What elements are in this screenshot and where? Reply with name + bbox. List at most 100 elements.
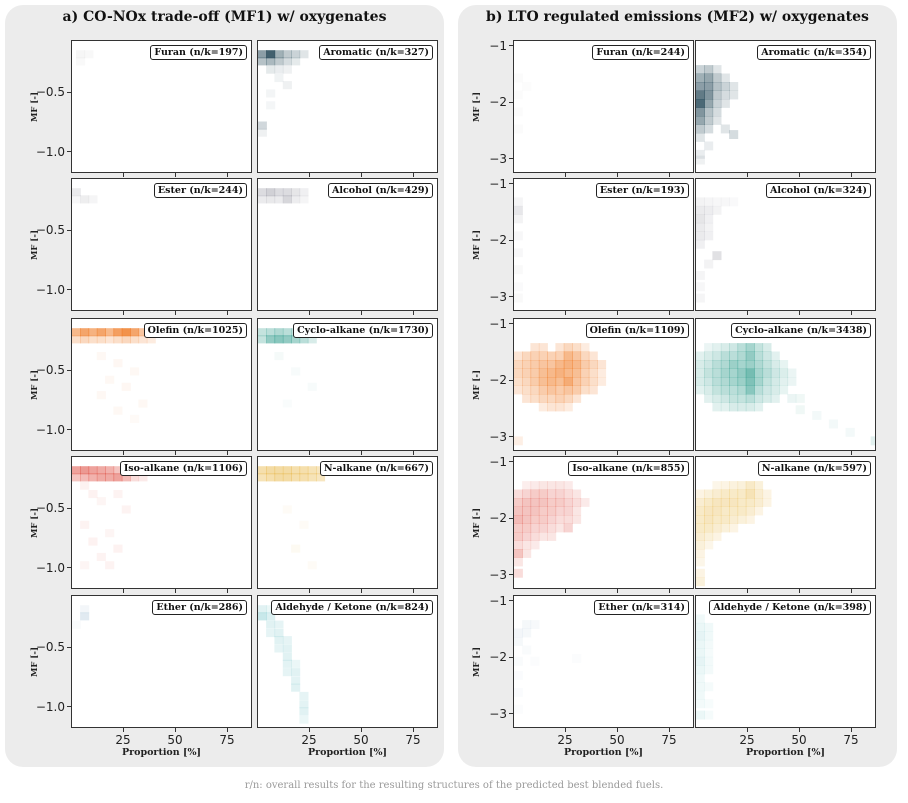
x-tick-mark	[616, 451, 618, 455]
heat-cell	[96, 497, 106, 506]
facet-label-badge: Ether (n/k=286)	[152, 600, 247, 615]
heat-cell	[712, 360, 722, 369]
heat-cell	[555, 498, 565, 507]
heat-cell	[307, 335, 317, 344]
heat-cell	[522, 523, 532, 533]
heat-cell	[547, 506, 557, 516]
y-axis-label: MF [-]	[30, 369, 40, 400]
heat-cell	[704, 99, 714, 108]
heat-cell	[712, 251, 722, 261]
heat-cell	[514, 214, 523, 224]
heat-cell	[720, 368, 730, 378]
heat-cell	[555, 351, 565, 361]
heat-cell	[696, 631, 705, 641]
heat-cell	[704, 498, 714, 507]
heat-cell	[84, 50, 94, 59]
heat-cell	[522, 515, 532, 524]
heat-cell	[514, 385, 523, 395]
heat-cell	[291, 683, 301, 692]
heat-cell	[787, 377, 797, 386]
heat-cell	[720, 385, 730, 395]
heat-cell	[555, 506, 565, 516]
x-tick-mark	[798, 311, 800, 315]
heatmap-cells	[72, 328, 165, 423]
heat-cell	[130, 335, 140, 344]
x-tick-mark	[226, 451, 228, 455]
heat-cell	[274, 74, 284, 83]
heat-cell	[729, 130, 739, 139]
facet-alcohol: Alcohol (n/k=324)	[695, 178, 876, 311]
heat-cell	[299, 188, 309, 197]
heat-cell	[729, 368, 739, 378]
x-tick-mark	[412, 728, 414, 732]
heat-cell	[105, 561, 115, 570]
y-tick-label: −1	[489, 38, 507, 53]
facet-label-badge: Aromatic (n/k=354)	[757, 45, 871, 60]
y-tick-mark	[67, 706, 71, 708]
x-tick-mark	[798, 728, 800, 732]
heat-cell	[704, 532, 714, 541]
heat-cell	[530, 481, 540, 490]
heat-cell	[547, 351, 557, 361]
heat-cell	[72, 328, 81, 337]
heat-cell	[696, 239, 705, 249]
heat-cell	[712, 523, 722, 533]
heat-cell	[720, 73, 730, 83]
heat-cell	[88, 537, 98, 546]
heat-cell	[282, 644, 292, 653]
heat-cell	[258, 121, 267, 130]
facet-label-badge: Aldehyde / Ketone (n/k=824)	[271, 600, 433, 615]
heat-cell	[514, 197, 523, 207]
heat-cell	[580, 368, 590, 378]
heat-cell	[704, 259, 714, 269]
heat-cell	[299, 715, 309, 724]
facet-alcohol: Alcohol (n/k=429)	[257, 178, 438, 311]
heat-cell	[704, 107, 714, 117]
heat-cell	[538, 523, 548, 533]
x-tick-mark	[746, 173, 748, 177]
x-tick-mark	[850, 311, 852, 315]
heat-cell	[72, 335, 81, 344]
heat-cell	[580, 360, 590, 369]
heat-cell	[88, 195, 98, 204]
heat-cell	[96, 352, 106, 361]
heat-cell	[266, 101, 276, 110]
heat-cell	[563, 515, 573, 524]
x-tick-mark	[360, 589, 362, 593]
facet-n-alkane: N-alkane (n/k=597)	[695, 456, 876, 589]
heat-cell	[580, 377, 590, 386]
heat-cell	[530, 385, 540, 395]
x-tick-mark	[308, 728, 310, 732]
x-tick-mark	[746, 728, 748, 732]
heat-cell	[737, 506, 747, 516]
x-tick-label: 75	[661, 733, 677, 747]
heat-cell	[729, 506, 739, 516]
facet-label-badge: Furan (n/k=244)	[592, 45, 689, 60]
x-tick-label: 25	[115, 733, 131, 747]
facet-label-badge: Iso-alkane (n/k=855)	[568, 461, 689, 476]
heat-cell	[696, 205, 705, 215]
heat-cell	[547, 402, 557, 412]
x-tick-label: 25	[301, 733, 317, 747]
heat-cell	[514, 377, 523, 386]
heat-cell	[514, 107, 523, 117]
heat-cell	[514, 688, 523, 697]
heat-cell	[105, 473, 115, 482]
heat-cell	[522, 368, 532, 378]
heat-cell	[754, 402, 764, 412]
heat-cell	[80, 481, 90, 490]
heat-cell	[113, 544, 123, 553]
heat-cell	[514, 265, 523, 275]
heat-cell	[274, 644, 284, 653]
heat-cell	[696, 639, 705, 649]
x-tick-mark	[308, 589, 310, 593]
heat-cell	[696, 155, 705, 165]
heat-cell	[291, 367, 301, 376]
heat-cell	[704, 682, 714, 692]
heat-cell	[547, 532, 557, 541]
x-tick-mark	[564, 311, 566, 315]
heat-cell	[704, 489, 714, 499]
heat-cell	[130, 328, 140, 337]
heat-cell	[754, 489, 764, 499]
heat-cell	[547, 377, 557, 386]
